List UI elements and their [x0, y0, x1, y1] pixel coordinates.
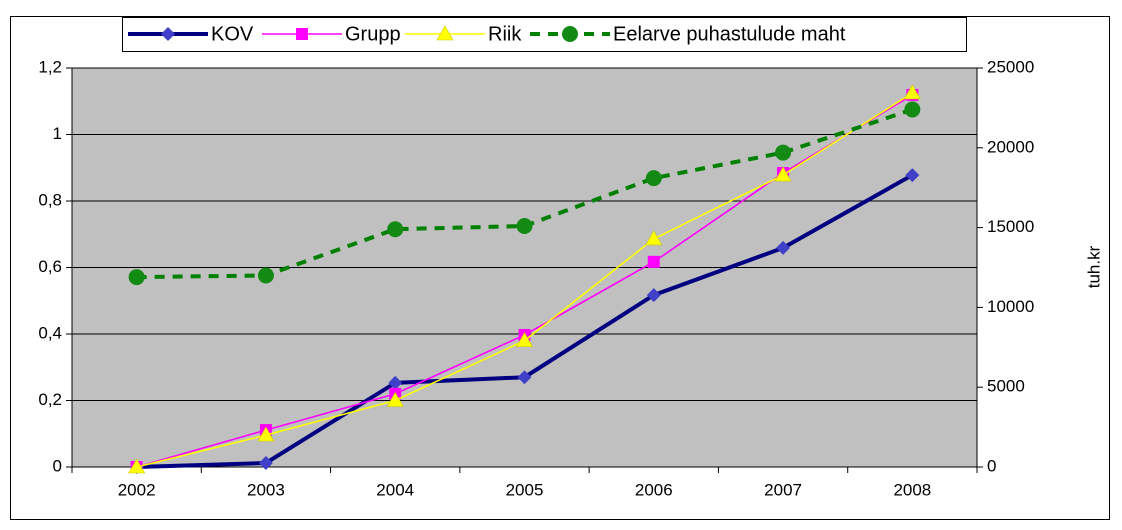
marker	[388, 375, 403, 390]
marker	[647, 255, 660, 268]
x-tick-label: 2003	[247, 480, 285, 499]
legend-marker	[296, 28, 308, 40]
marker	[903, 84, 921, 100]
x-tick-label: 2002	[118, 480, 156, 499]
y-tick-label: 1,2	[38, 57, 62, 76]
marker	[386, 391, 404, 407]
legend-label: KOV	[211, 23, 254, 45]
marker	[645, 230, 663, 246]
y2-tick-label: 0	[987, 456, 996, 475]
y-tick-label: 0,8	[38, 190, 62, 209]
marker	[258, 456, 273, 471]
marker	[645, 170, 662, 187]
y-tick-label: 0,2	[38, 390, 62, 409]
legend-marker	[562, 26, 578, 42]
y2-axis-label: tuh.kr	[1084, 245, 1103, 288]
marker	[774, 166, 792, 182]
y-tick-label: 0,6	[38, 257, 62, 276]
y2-tick-label: 20000	[987, 137, 1034, 156]
y2-tick-label: 15000	[987, 217, 1034, 236]
legend-label: Grupp	[345, 23, 401, 45]
y-tick-label: 0	[53, 456, 62, 475]
marker	[257, 426, 275, 442]
x-tick-label: 2004	[376, 480, 414, 499]
y2-tick-label: 25000	[987, 57, 1034, 76]
legend-marker	[436, 25, 454, 41]
marker	[516, 218, 533, 235]
marker	[515, 332, 534, 347]
y2-tick-label: 10000	[987, 297, 1034, 316]
x-tick-label: 2007	[764, 480, 802, 499]
legend-marker	[161, 27, 175, 41]
marker	[257, 267, 274, 284]
marker	[517, 370, 532, 385]
legend-label: Eelarve puhastulude maht	[613, 23, 846, 45]
marker	[775, 144, 792, 161]
plot-area	[66, 67, 983, 473]
marker	[128, 458, 146, 474]
marker	[128, 269, 145, 286]
x-tick-label: 2005	[506, 480, 544, 499]
y2-tick-label: 5000	[987, 377, 1025, 396]
x-tick-label: 2008	[893, 480, 931, 499]
legend-label: Riik	[488, 23, 522, 45]
marker	[904, 101, 921, 118]
marker	[646, 288, 661, 303]
x-tick-label: 2006	[635, 480, 673, 499]
y-tick-label: 1	[53, 124, 62, 143]
marker	[776, 240, 791, 255]
marker	[387, 221, 404, 238]
y-tick-label: 0,4	[38, 323, 62, 342]
marker	[905, 168, 920, 183]
